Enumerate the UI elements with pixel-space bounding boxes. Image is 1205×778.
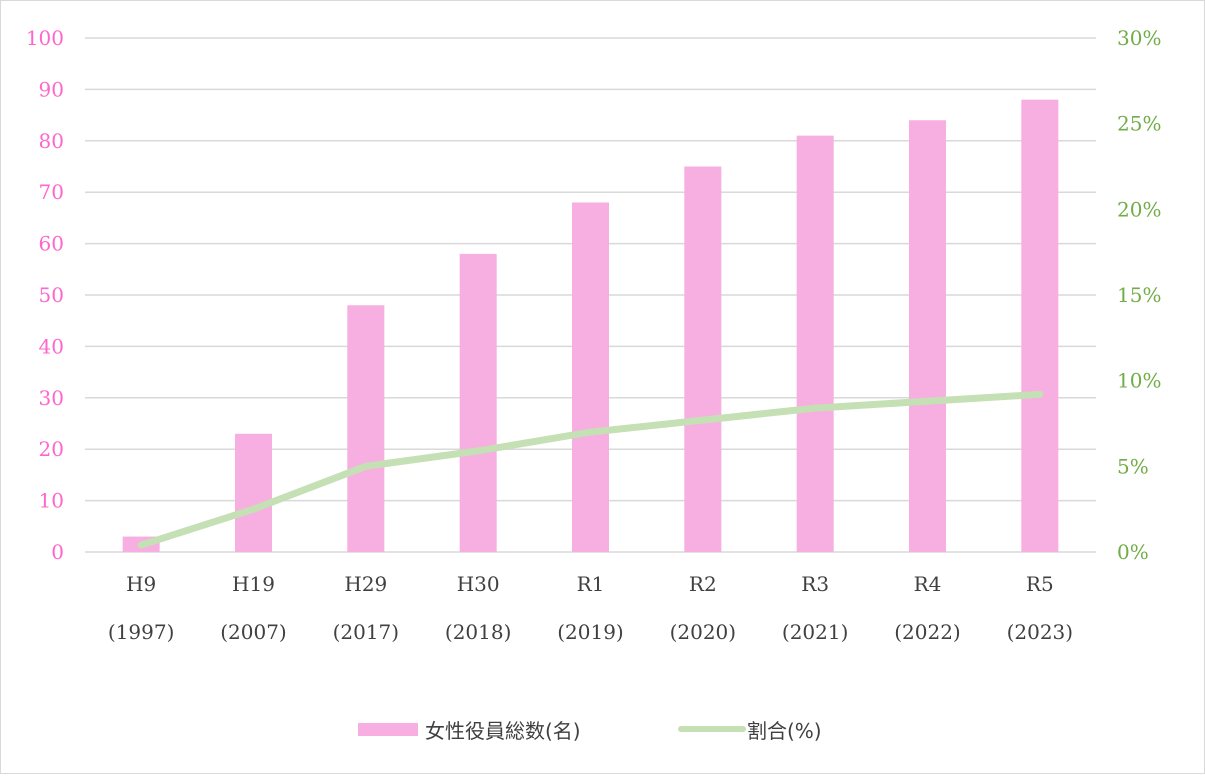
y-axis-left: 0 10 20 30 40 50 60 70 80 90 100 (26, 26, 64, 564)
y-right-tick-label: 0% (1117, 540, 1149, 564)
bar (347, 305, 385, 552)
line-point (924, 397, 931, 405)
bar (459, 253, 497, 552)
y-left-tick-label: 40 (39, 334, 64, 358)
y-left-tick-label: 90 (39, 77, 64, 101)
y-right-tick-label: 20% (1117, 197, 1161, 221)
y-left-tick-label: 70 (39, 180, 64, 204)
bar (1021, 99, 1059, 553)
y-right-tick-label: 30% (1117, 26, 1161, 50)
x-tick-label: H29 (344, 572, 387, 596)
line-series (137, 390, 1044, 549)
x-axis: H9 (1997) H19 (2007) H29 (2017) H30 (2018) R1 (20… (108, 572, 1073, 644)
y-right-tick-label: 5% (1117, 454, 1149, 478)
x-tick-sublabel: (2020) (670, 620, 737, 644)
y-left-tick-label: 100 (26, 26, 64, 50)
line-point (474, 447, 482, 455)
y-left-tick-label: 10 (39, 489, 64, 513)
bar (235, 433, 272, 552)
x-tick-sublabel: (2018) (445, 620, 512, 644)
x-tick-sublabel: (2022) (894, 620, 961, 644)
y-left-tick-label: 30 (39, 386, 64, 410)
y-left-tick-label: 50 (39, 283, 64, 307)
x-tick-label: H9 (126, 572, 156, 596)
x-tick-label: R5 (1026, 572, 1054, 596)
x-tick-label: H30 (457, 572, 500, 596)
x-tick-label: R1 (577, 572, 605, 596)
x-tick-label: R2 (689, 572, 717, 596)
y-axis-right: 0% 5% 10% 15% 20% 25% 30% (1117, 26, 1161, 564)
line-point (699, 416, 707, 424)
x-tick-label: R4 (914, 572, 942, 596)
x-tick-sublabel: (1997) (108, 620, 175, 644)
y-right-tick-label: 25% (1117, 112, 1161, 136)
x-tick-sublabel: (2007) (220, 620, 287, 644)
bar (684, 166, 722, 552)
y-left-tick-label: 80 (39, 129, 64, 153)
bar-series (122, 99, 1059, 553)
bar (796, 135, 834, 552)
x-tick-label: R3 (801, 572, 829, 596)
legend: 女性役員総数(名) 割合(%) (358, 719, 822, 743)
bar (572, 202, 609, 553)
x-tick-sublabel: (2019) (557, 620, 624, 644)
line-point (811, 404, 819, 412)
line-point (587, 428, 594, 436)
y-left-tick-label: 20 (39, 437, 64, 461)
x-tick-sublabel: (2021) (782, 620, 849, 644)
bar (909, 120, 946, 553)
x-tick-sublabel: (2017) (333, 620, 400, 644)
y-right-tick-label: 15% (1117, 283, 1161, 307)
x-tick-sublabel: (2023) (1007, 620, 1074, 644)
legend-label-bars: 女性役員総数(名) (425, 719, 581, 743)
legend-swatch-bars (358, 723, 418, 736)
line-point (250, 505, 257, 513)
y-left-tick-label: 60 (39, 232, 64, 256)
x-tick-label: H19 (232, 572, 275, 596)
line-point (137, 541, 145, 549)
y-left-tick-label: 0 (51, 540, 64, 564)
line-point (362, 462, 370, 470)
y-right-tick-label: 10% (1117, 369, 1161, 393)
line-point (1036, 390, 1044, 398)
legend-label-line: 割合(%) (747, 719, 822, 743)
